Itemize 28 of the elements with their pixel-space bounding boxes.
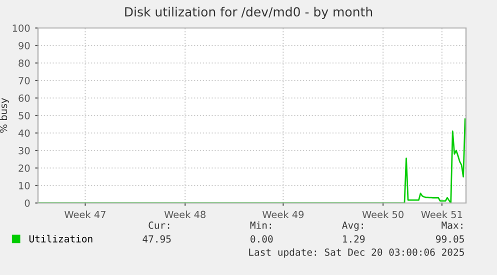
text: Cur: xyxy=(148,222,170,229)
x-tick-label: Week 51 xyxy=(421,210,462,218)
chart-title: Disk utilization for /dev/md0 - by month xyxy=(125,6,372,19)
x-tick-label: Week 50 xyxy=(362,210,404,218)
x-tick-label: Week 48 xyxy=(164,210,206,218)
y-tick-label: 60 xyxy=(18,94,30,102)
y-tick-label: 50 xyxy=(18,112,30,120)
y-tick-label: 20 xyxy=(18,164,30,172)
text: Avg: xyxy=(342,222,363,231)
text: Min: xyxy=(250,221,272,229)
y-tick-label: 0 xyxy=(24,199,30,207)
text: 1.29 xyxy=(343,235,365,243)
legend-label: Utilization xyxy=(29,234,92,242)
y-axis-title: % busy xyxy=(0,98,10,133)
y-tick-label: 100 xyxy=(12,24,30,32)
text: 0.00 xyxy=(250,235,273,243)
y-tick-label: 10 xyxy=(19,182,30,190)
y-tick-label: 30 xyxy=(18,146,30,154)
x-tick-label: Week 49 xyxy=(262,210,304,218)
y-tick-label: 40 xyxy=(18,129,30,137)
text: 47.95 xyxy=(142,235,171,243)
x-tick-label: Week 47 xyxy=(64,210,106,218)
y-tick-label: 90 xyxy=(18,42,30,50)
text: Max: xyxy=(442,222,462,229)
text: Last update: Sat Dec 20 03:00:06 2025 xyxy=(249,248,464,258)
y-tick-label: 80 xyxy=(18,59,30,67)
text: 99.05 xyxy=(436,235,464,243)
y-tick-label: 70 xyxy=(18,76,30,84)
